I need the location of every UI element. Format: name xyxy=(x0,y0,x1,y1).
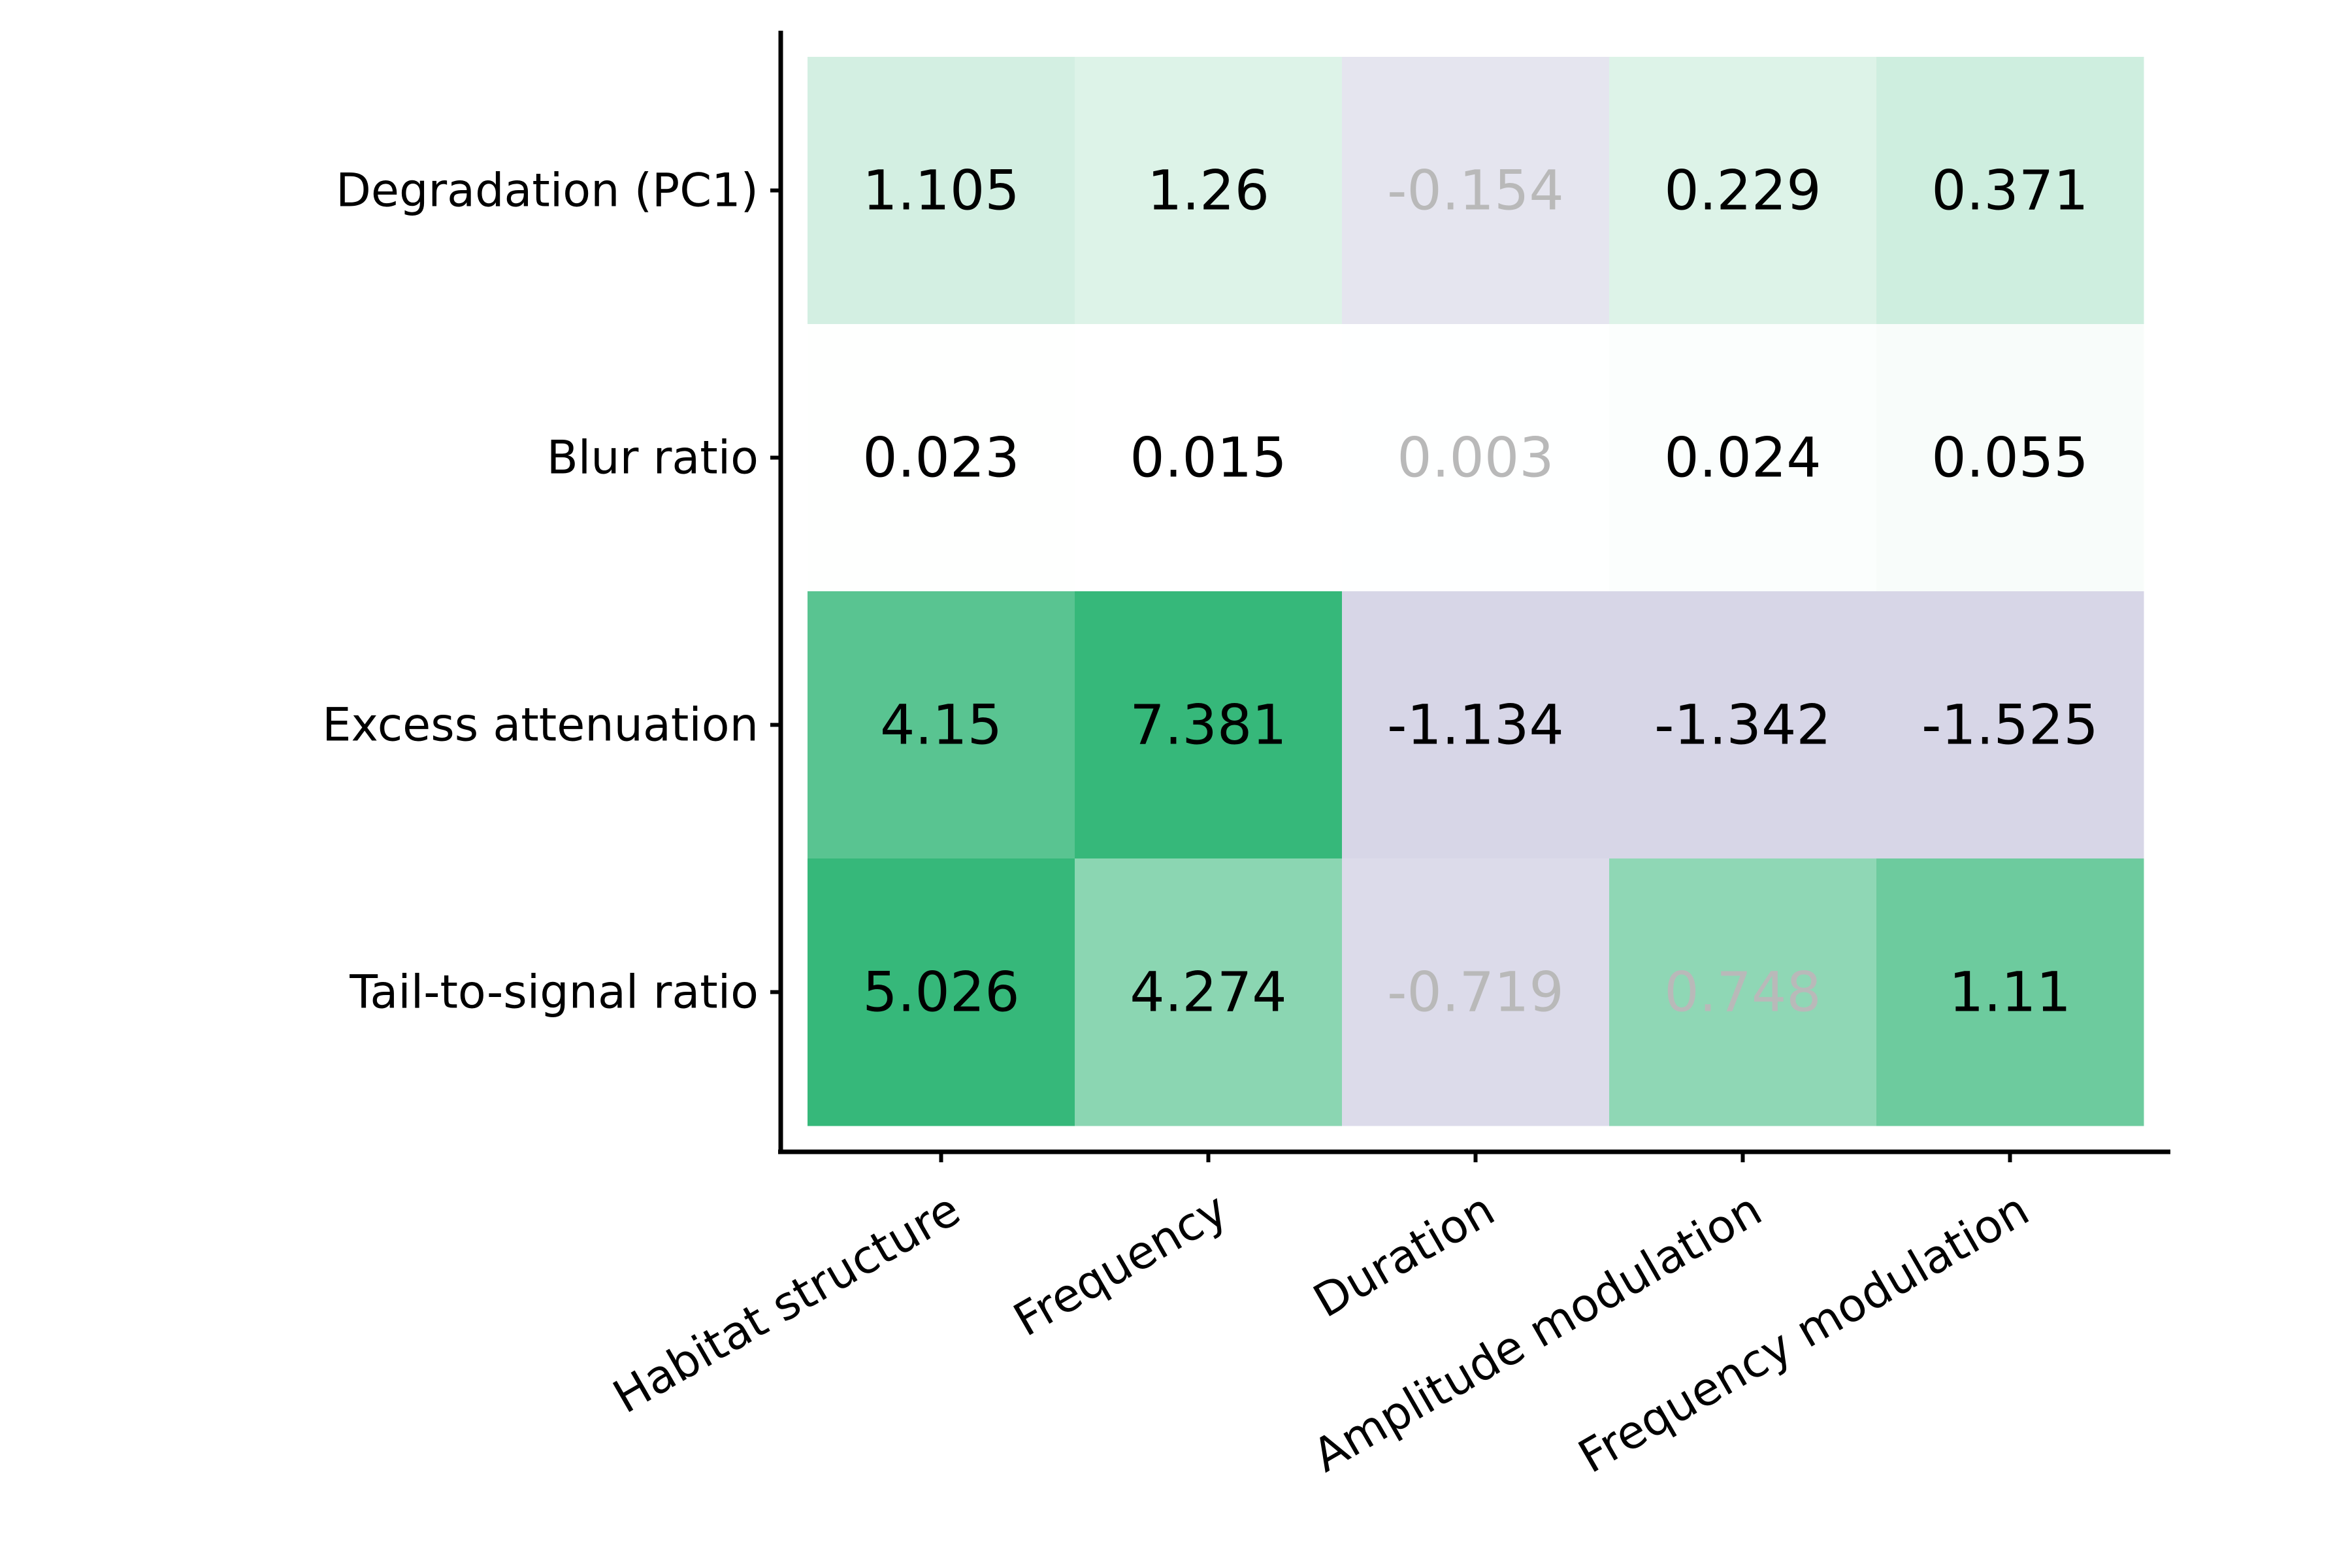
x-tick-label: Amplitude modulation xyxy=(1304,1183,1771,1483)
heatmap-cell xyxy=(1075,57,1343,325)
heatmap-cell-label: 0.003 xyxy=(1397,426,1554,490)
heatmap-cell-label: 0.015 xyxy=(1130,426,1286,490)
heatmap-cell-label: 0.371 xyxy=(1931,159,2088,223)
heatmap-cells xyxy=(808,57,2144,1126)
heatmap-cell-label: 0.229 xyxy=(1664,159,1821,223)
heatmap-cell xyxy=(1075,591,1343,859)
x-axis-ticks: Habitat structure Frequency DurationAmplit… xyxy=(604,1152,2038,1484)
heatmap-cell-label: 0.024 xyxy=(1664,426,1821,490)
heatmap-cell xyxy=(1876,57,2144,325)
y-tick-label: Tail-to-signal ratio xyxy=(349,966,759,1019)
heatmap-cell xyxy=(1342,57,1610,325)
heatmap-cell xyxy=(1342,858,1610,1126)
heatmap-cell-label: -1.342 xyxy=(1654,693,1831,757)
heatmap-cell xyxy=(1609,591,1877,859)
y-axis-ticks: Degradation (PC1) Blur ratio Excess attenu… xyxy=(322,164,781,1019)
y-tick-label: Degradation (PC1) xyxy=(336,164,759,218)
heatmap-cell xyxy=(808,858,1075,1126)
heatmap-cell xyxy=(1876,324,2144,592)
x-tick-label: Habitat structure xyxy=(604,1183,969,1424)
heatmap-cell-label: -1.134 xyxy=(1387,693,1564,757)
heatmap-cell xyxy=(1342,324,1610,592)
heatmap-cell-label: -0.154 xyxy=(1387,159,1564,223)
heatmap-cell xyxy=(1876,591,2144,859)
heatmap-cell-label: 7.381 xyxy=(1130,693,1286,757)
heatmap-cell-label: 0.055 xyxy=(1931,426,2088,490)
heatmap-cell xyxy=(1342,591,1610,859)
heatmap-cell-label: 0.023 xyxy=(862,426,1019,490)
heatmap-cell-label: 1.11 xyxy=(1949,960,2071,1024)
heatmap-cell xyxy=(1609,57,1877,325)
heatmap-cell-label: 1.26 xyxy=(1147,159,1269,223)
heatmap-cell xyxy=(1609,858,1877,1126)
heatmap-cell-label: 1.105 xyxy=(862,159,1019,223)
heatmap-cell xyxy=(1609,324,1877,592)
y-tick-label: Excess attenuation xyxy=(322,698,759,752)
heatmap-cell xyxy=(808,324,1075,592)
x-tick-label: Frequency modulation xyxy=(1569,1183,2038,1484)
heatmap-cell-label: 5.026 xyxy=(862,960,1019,1024)
heatmap-cell xyxy=(1075,858,1343,1126)
heatmap-cell-labels: 1.105 1.26 -0.154 0.229 0.371 0.023 0.015 0.003… xyxy=(862,159,2099,1024)
heatmap-cell-label: -0.719 xyxy=(1387,960,1564,1024)
heatmap-cell xyxy=(808,591,1075,859)
x-tick-label: Duration xyxy=(1305,1183,1503,1328)
heatmap-cell-label: 0.748 xyxy=(1664,960,1821,1024)
x-tick-label: Frequency xyxy=(1005,1183,1236,1347)
heatmap-cell xyxy=(1075,324,1343,592)
heatmap-cell-label: 4.274 xyxy=(1130,960,1286,1024)
heatmap-cell-label: 4.15 xyxy=(880,693,1002,757)
heatmap-cell-label: -1.525 xyxy=(1921,693,2099,757)
heatmap-cell xyxy=(808,57,1075,325)
y-tick-label: Blur ratio xyxy=(547,431,759,485)
heatmap-cell xyxy=(1876,858,2144,1126)
